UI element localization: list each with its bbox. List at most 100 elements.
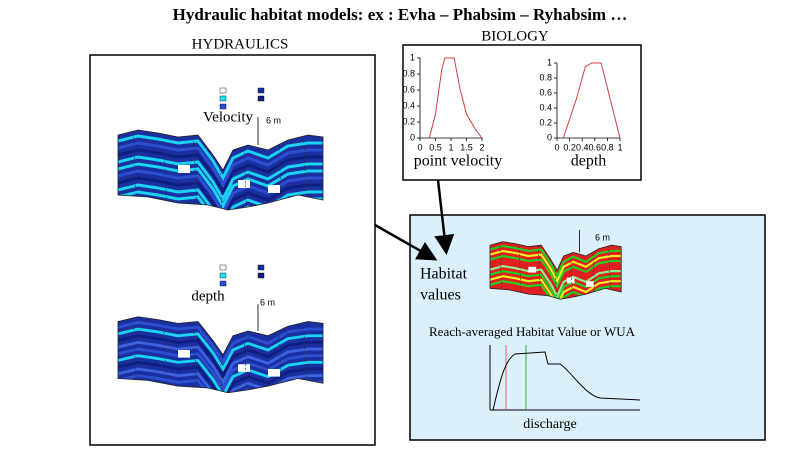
scale-label: 6 m <box>595 232 610 242</box>
y-tick-label: 0 <box>410 132 415 142</box>
section-band <box>118 347 323 392</box>
y-tick-label: 0.6 <box>539 87 552 97</box>
legend-swatch <box>257 272 265 279</box>
habitat-panel <box>409 214 766 441</box>
section-band <box>118 134 323 182</box>
y-tick-label: 0.4 <box>539 102 552 112</box>
section-band <box>118 360 323 393</box>
legend-swatch <box>219 103 227 110</box>
wua-curve <box>492 351 641 411</box>
transect <box>518 241 522 300</box>
section-spot <box>268 185 280 193</box>
section-band <box>118 334 323 379</box>
y-tick-label: 0.2 <box>539 117 552 127</box>
x-tick-label: 0.2 <box>563 142 576 152</box>
x-tick-label: 0 <box>554 142 559 152</box>
suitability-curve <box>428 57 483 139</box>
transect <box>162 130 168 210</box>
habitat-label: Habitat <box>420 266 468 283</box>
x-tick-label: 1 <box>448 142 453 152</box>
legend-swatch <box>257 87 265 94</box>
section-band <box>118 162 323 210</box>
habitat-label: values <box>420 287 461 304</box>
section-band <box>118 367 323 393</box>
x-axis-label: point velocity <box>414 153 502 170</box>
legend-swatch <box>219 87 227 94</box>
x-tick-label: 1.5 <box>460 142 473 152</box>
transect <box>192 130 198 210</box>
section-spot <box>566 277 575 284</box>
section-band <box>490 275 622 300</box>
y-tick-label: 0.6 <box>402 84 415 94</box>
x-tick-label: 0.6 <box>589 142 602 152</box>
cross-section <box>118 130 323 210</box>
y-tick-label: 0.4 <box>402 100 415 110</box>
section-band <box>118 321 323 366</box>
legend-swatch <box>219 264 227 271</box>
y-tick-label: 1 <box>547 57 552 67</box>
section-band <box>118 155 323 203</box>
slide-title: Hydraulic habitat models: ex : Evha – Ph… <box>173 5 628 24</box>
section-band <box>490 259 622 294</box>
section-caption: Velocity <box>203 109 253 125</box>
section-band <box>490 264 622 299</box>
arrow <box>374 223 438 261</box>
transect <box>302 130 308 210</box>
transect <box>217 130 223 210</box>
section-band <box>490 280 622 300</box>
section-spot <box>268 369 280 377</box>
section-band <box>118 327 323 372</box>
wua-title: Reach-averaged Habitat Value or WUA <box>429 324 636 339</box>
transect <box>242 130 248 210</box>
arrow <box>434 179 455 255</box>
transect <box>592 241 596 300</box>
x-tick-label: 0.5 <box>429 142 442 152</box>
section-band <box>118 354 323 393</box>
section-band <box>490 254 622 289</box>
x-tick-label: 1 <box>617 142 622 152</box>
transect <box>608 241 612 300</box>
section-band <box>490 249 622 284</box>
section-spot <box>238 180 250 188</box>
wua-x-label: discharge <box>523 417 576 432</box>
x-tick-label: 0 <box>417 142 422 152</box>
y-tick-label: 0.8 <box>402 68 415 78</box>
section-spot <box>238 364 250 372</box>
section-outline <box>117 316 324 394</box>
section-caption: depth <box>191 288 225 304</box>
section-band <box>118 141 323 189</box>
legend-swatch <box>257 95 265 102</box>
section-band <box>118 169 323 210</box>
section-band <box>118 183 323 210</box>
x-tick-label: 0.8 <box>601 142 614 152</box>
transect <box>569 241 573 300</box>
x-tick-label: 2 <box>479 142 484 152</box>
section-label: BIOLOGY <box>481 28 549 44</box>
section-band <box>490 270 622 300</box>
transect <box>277 130 283 210</box>
section-band <box>490 244 622 279</box>
section-outline <box>117 129 324 211</box>
section-outline <box>489 241 622 300</box>
legend-swatch <box>219 95 227 102</box>
x-axis-label: depth <box>571 153 607 170</box>
legend-swatch <box>219 280 227 287</box>
y-tick-label: 0.8 <box>539 72 552 82</box>
section-band <box>118 176 323 210</box>
y-tick-label: 0 <box>547 132 552 142</box>
transect <box>132 130 138 210</box>
section-spot <box>178 165 190 173</box>
y-tick-label: 0.2 <box>402 116 415 126</box>
transect <box>537 241 541 300</box>
legend-swatch <box>257 264 265 271</box>
cross-section <box>490 241 622 300</box>
section-spot <box>528 266 537 273</box>
transect <box>499 241 503 300</box>
section-spot <box>178 350 190 358</box>
scale-label: 6 m <box>260 297 275 307</box>
legend-swatch <box>219 272 227 279</box>
x-tick-label: 0.4 <box>576 142 589 152</box>
section-band <box>118 340 323 386</box>
y-tick-label: 1 <box>410 52 415 62</box>
